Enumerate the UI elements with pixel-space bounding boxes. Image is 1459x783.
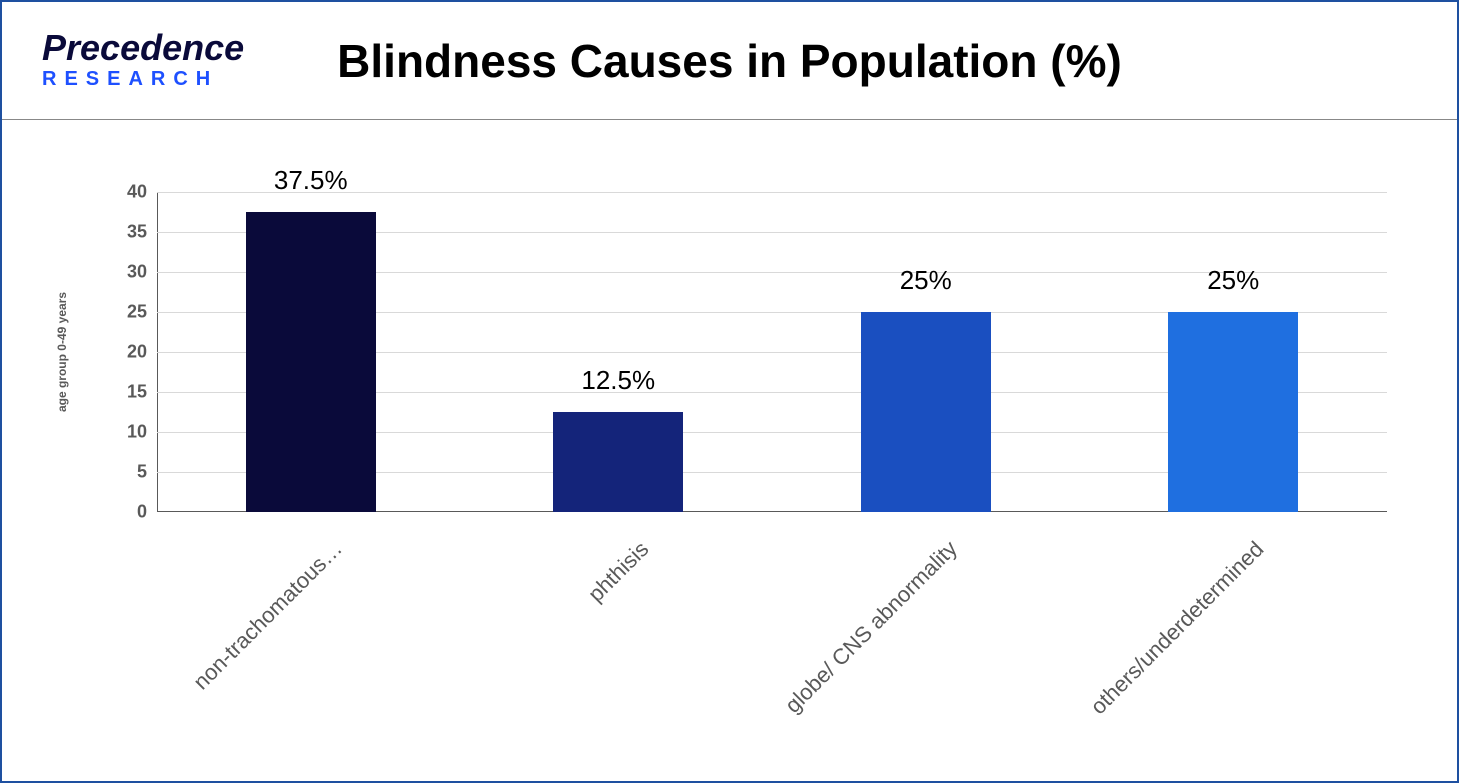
y-tick-label: 10: [107, 422, 147, 443]
x-tick-label: phthisis: [583, 536, 654, 607]
logo-subtext: RESEARCH: [42, 68, 244, 91]
bar: [553, 412, 683, 512]
y-tick-label: 25: [107, 302, 147, 323]
y-tick-label: 20: [107, 342, 147, 363]
x-tick-label: globe/ CNS abnormality: [780, 536, 963, 719]
bar-value-label: 25%: [900, 265, 952, 296]
y-tick-label: 15: [107, 382, 147, 403]
bar-value-label: 25%: [1207, 265, 1259, 296]
brand-logo: Precedence RESEARCH: [42, 30, 244, 91]
y-axis-label: age group 0-49 years: [55, 292, 69, 412]
y-tick-label: 35: [107, 222, 147, 243]
header: Precedence RESEARCH Blindness Causes in …: [2, 2, 1457, 120]
bar: [246, 212, 376, 512]
bar-value-label: 37.5%: [274, 165, 348, 196]
x-tick-label: others/underdetermined: [1086, 536, 1270, 720]
plot-area: 051015202530354037.5%non-trachomatous…12…: [157, 192, 1387, 512]
y-tick-label: 0: [107, 502, 147, 523]
bar: [861, 312, 991, 512]
y-tick-label: 5: [107, 462, 147, 483]
chart-frame: Precedence RESEARCH Blindness Causes in …: [0, 0, 1459, 783]
bar-value-label: 12.5%: [581, 365, 655, 396]
y-tick-label: 30: [107, 262, 147, 283]
x-tick-label: non-trachomatous…: [188, 536, 347, 695]
logo-wordmark: Precedence: [42, 30, 244, 66]
y-tick-label: 40: [107, 182, 147, 203]
bar: [1168, 312, 1298, 512]
